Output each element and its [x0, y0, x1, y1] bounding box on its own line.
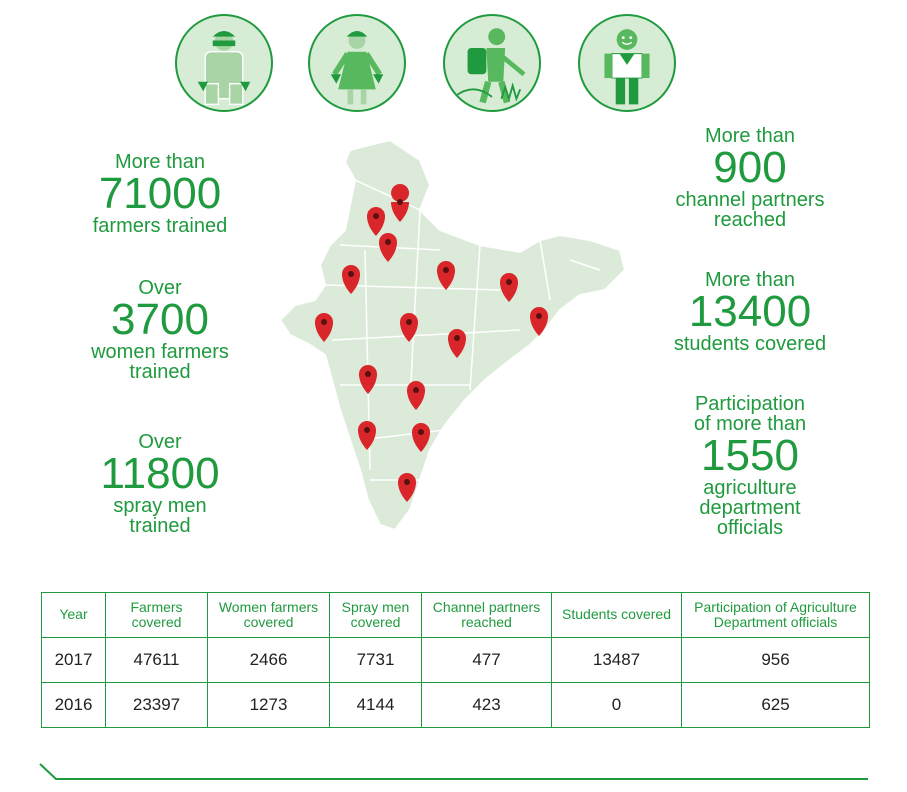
table-row: 2016 23397 1273 4144 423 0 625 [41, 682, 870, 728]
stat-number: 13400 [688, 287, 812, 336]
table-cell: 23397 [105, 682, 208, 728]
stat-number: 1550 [701, 431, 799, 480]
stat-suffix-line2: department [699, 497, 801, 519]
woman-farmer-icon [308, 14, 406, 112]
map-pin [367, 207, 385, 236]
table-cell: 47611 [105, 637, 208, 683]
table-cell: 2017 [41, 637, 106, 683]
map-pin [342, 265, 360, 294]
table-cell: 0 [551, 682, 682, 728]
map-pin [412, 423, 430, 452]
table-cell: 956 [681, 637, 870, 683]
header-women-farmers: Women farmers covered [207, 592, 330, 638]
stat-number: 900 [713, 143, 787, 192]
header-channel-partners: Channel partners reached [421, 592, 552, 638]
map-pin [358, 421, 376, 450]
map-pin [359, 365, 377, 394]
map-pin [407, 381, 425, 410]
table-cell: 625 [681, 682, 870, 728]
header-officials: Participation of Agriculture Department … [681, 592, 870, 638]
stat-suffix-line1: channel partners [675, 189, 825, 211]
stat-prefix: More than [704, 269, 796, 291]
header-students: Students covered [551, 592, 682, 638]
stat-suffix-line2: reached [713, 209, 787, 231]
header-farmers: Farmers covered [105, 592, 208, 638]
stat-suffix-line2: trained [129, 515, 191, 537]
stat-suffix-line3: officials [716, 517, 784, 539]
stat-number: 3700 [111, 295, 209, 344]
stat-suffix-line2: trained [129, 361, 191, 383]
stat-suffix: students covered [673, 333, 827, 355]
table-cell: 423 [421, 682, 552, 728]
stat-number: 71000 [98, 169, 222, 218]
header-year: Year [41, 592, 106, 638]
map-pin [448, 329, 466, 358]
student-icon [578, 14, 676, 112]
stat-channel-partners: More than 900 channel partners reached [650, 126, 850, 230]
table-cell: 1273 [207, 682, 330, 728]
map-pin [379, 233, 397, 262]
farmer-icon [175, 14, 273, 112]
stat-prefix: Over [138, 277, 182, 299]
stat-farmers-trained: More than 71000 farmers trained [60, 152, 260, 236]
stat-suffix-line1: women farmers [91, 341, 229, 363]
map-pin [500, 273, 518, 302]
stat-prefix: Over [138, 431, 182, 453]
stat-spray-men-trained: Over 11800 spray men trained [60, 432, 260, 536]
header-spray-men: Spray men covered [329, 592, 422, 638]
stat-number: 11800 [100, 449, 220, 498]
stat-prefix: More than [704, 125, 796, 147]
map-pin [437, 261, 455, 290]
table-cell: 477 [421, 637, 552, 683]
india-map [278, 140, 627, 532]
stat-students-covered: More than 13400 students covered [650, 270, 850, 354]
map-pins [315, 184, 548, 502]
stat-prefix-line1: Participation [694, 393, 806, 415]
table-cell: 7731 [329, 637, 422, 683]
stat-women-farmers-trained: Over 3700 women farmers trained [60, 278, 260, 382]
icon-row [0, 14, 907, 122]
map-pin [391, 184, 410, 222]
stat-suffix: farmers trained [92, 215, 228, 237]
footer-divider [39, 763, 868, 780]
map-pin [315, 313, 333, 342]
stat-suffix-line1: spray men [113, 495, 207, 517]
stat-suffix-line1: agriculture [703, 477, 797, 499]
table-cell: 2016 [41, 682, 106, 728]
table-row: 2017 47611 2466 7731 477 13487 956 [41, 637, 870, 683]
coverage-table: Year Farmers covered Women farmers cover… [41, 592, 870, 728]
table-cell: 13487 [551, 637, 682, 683]
stat-prefix-line2: of more than [693, 413, 807, 435]
map-pin [398, 473, 416, 502]
stat-prefix: More than [114, 151, 206, 173]
table-cell: 2466 [207, 637, 330, 683]
map-pin [400, 313, 418, 342]
spray-man-icon [443, 14, 541, 112]
stat-agriculture-officials: Participation of more than 1550 agricult… [650, 394, 850, 538]
map-pin [530, 307, 548, 336]
table-header-row: Year Farmers covered Women farmers cover… [41, 592, 870, 638]
table-cell: 4144 [329, 682, 422, 728]
